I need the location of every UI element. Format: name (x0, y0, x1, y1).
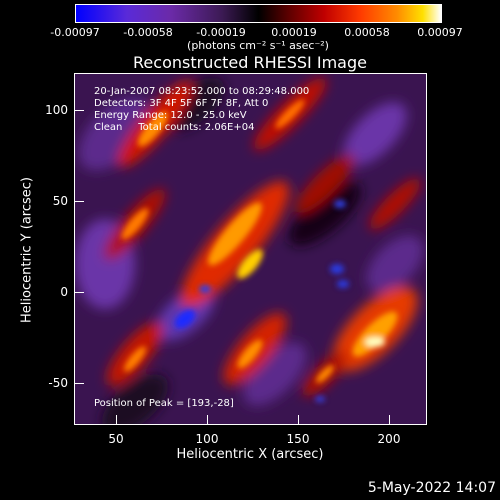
x-tick-mark (389, 415, 390, 424)
colorbar-tick-label: -0.00097 (50, 26, 100, 39)
colorbar-tick-label: 0.00097 (417, 26, 463, 39)
x-tick-mark (298, 415, 299, 424)
reconstructed-image (75, 74, 426, 424)
x-tick-label: 200 (377, 432, 401, 446)
y-axis-label: Heliocentric Y (arcsec) (19, 177, 35, 323)
plot-datestamp: 5-May-2022 14:07 (367, 480, 496, 496)
peak-position-label: Position of Peak = [193,-28] (94, 398, 234, 409)
y-tick-label: -50 (48, 376, 68, 390)
clean-counts-label: Clean Total counts: 2.06E+04 (94, 122, 255, 133)
detectors-label: Detectors: 3F 4F 5F 6F 7F 8F, Att 0 (94, 98, 269, 109)
colorbar-units: (photons cm⁻² s⁻¹ asec⁻²) (187, 39, 329, 52)
x-tick-mark (116, 415, 117, 424)
y-tick-label: 50 (52, 194, 68, 208)
plot-title: Reconstructed RHESSI Image (133, 53, 367, 72)
time-range-label: 20-Jan-2007 08:23:52.000 to 08:29:48.000 (94, 86, 310, 97)
colorbar-tick-label: 0.00019 (271, 26, 317, 39)
colorbar-tick-label: 0.00058 (344, 26, 390, 39)
x-axis-label: Heliocentric X (arcsec) (176, 447, 324, 462)
y-tick-mark (75, 383, 84, 384)
y-tick-label: 100 (45, 103, 68, 117)
x-tick-label: 100 (195, 432, 219, 446)
energy-range-label: Energy Range: 12.0 - 25.0 keV (94, 110, 247, 121)
x-tick-label: 150 (286, 432, 310, 446)
x-tick-mark (207, 415, 208, 424)
y-tick-mark (75, 201, 84, 202)
colorbar-tick-label: -0.00058 (123, 26, 173, 39)
image-plot-area (74, 73, 427, 425)
colorbar-tick-label: -0.00019 (196, 26, 246, 39)
y-tick-label: 0 (60, 285, 68, 299)
y-tick-mark (75, 110, 84, 111)
colorbar (75, 4, 442, 23)
y-tick-mark (75, 292, 84, 293)
x-tick-label: 50 (108, 432, 124, 446)
